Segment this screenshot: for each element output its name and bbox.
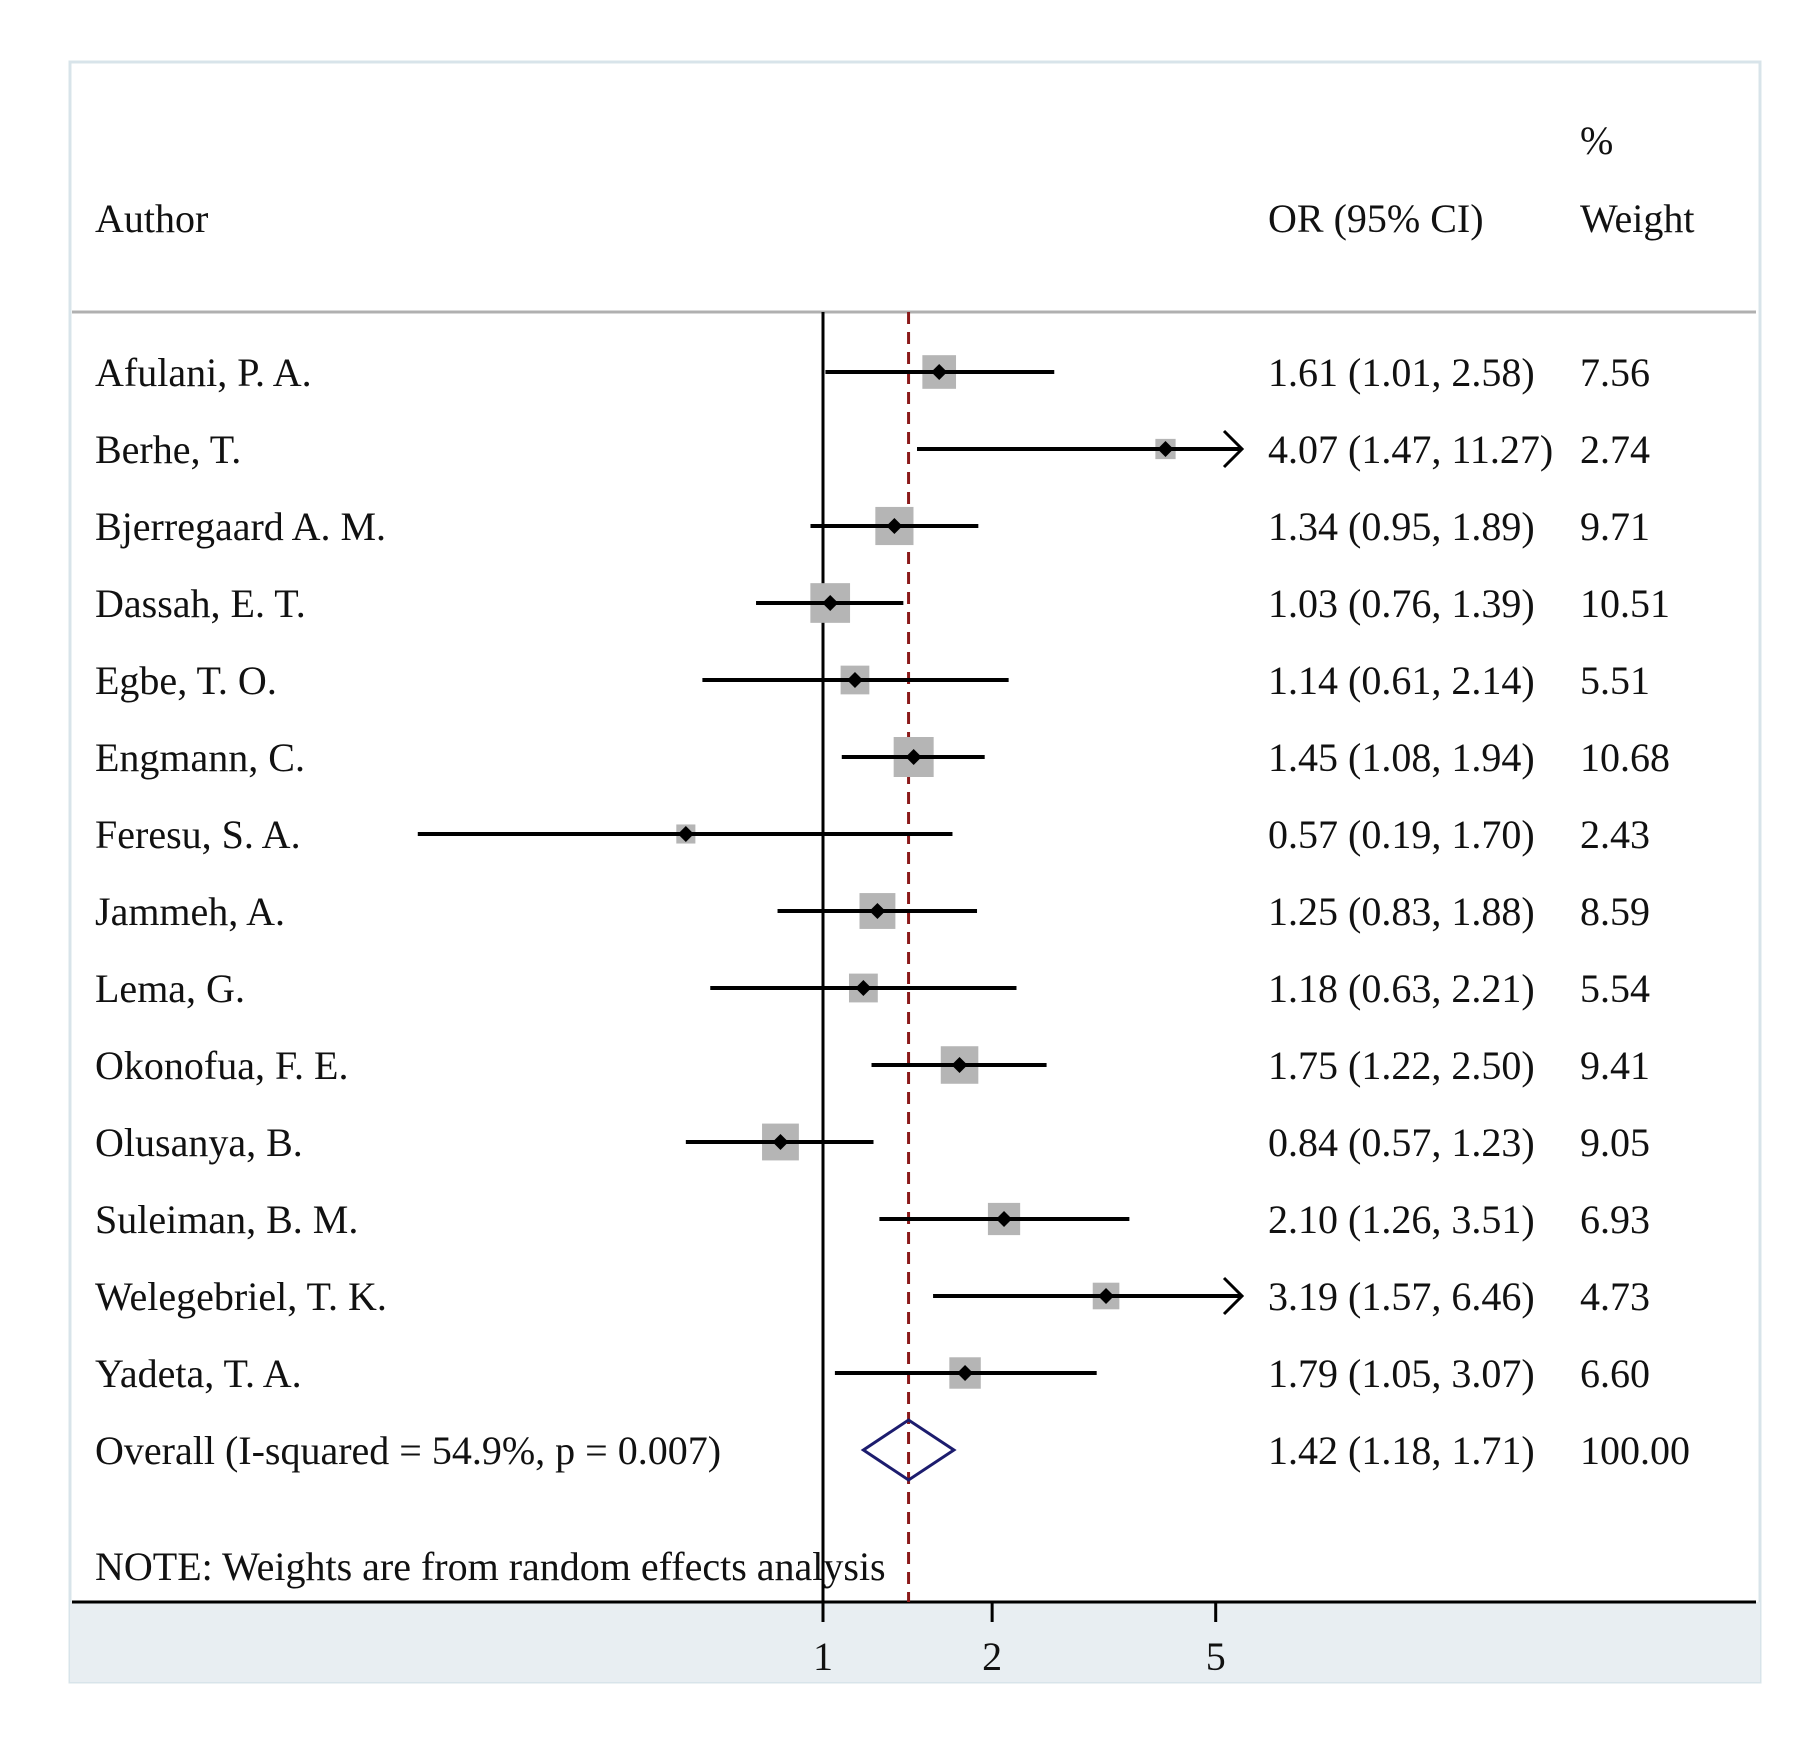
study-ci-text: 1.25 (0.83, 1.88)	[1268, 889, 1535, 934]
study-weight: 5.54	[1580, 966, 1650, 1011]
overall-weight: 100.00	[1580, 1428, 1690, 1473]
study-author-label: Bjerregaard A. M.	[95, 504, 386, 549]
study-ci-text: 3.19 (1.57, 6.46)	[1268, 1274, 1535, 1319]
study-weight: 6.93	[1580, 1197, 1650, 1242]
study-row: Olusanya, B. 0.84 (0.57, 1.23) 9.05	[95, 1120, 1650, 1165]
study-ci-text: 1.75 (1.22, 2.50)	[1268, 1043, 1535, 1088]
point-estimate	[855, 980, 872, 996]
overall-ci-text: 1.42 (1.18, 1.71)	[1268, 1428, 1535, 1473]
point-estimate	[996, 1211, 1013, 1227]
study-author-label: Lema, G.	[95, 966, 245, 1011]
study-row: Lema, G. 1.18 (0.63, 2.21) 5.54	[95, 966, 1650, 1011]
study-weight: 6.60	[1580, 1351, 1650, 1396]
study-ci-text: 0.84 (0.57, 1.23)	[1268, 1120, 1535, 1165]
header-author: Author	[95, 196, 208, 241]
study-row: Dassah, E. T. 1.03 (0.76, 1.39) 10.51	[95, 581, 1670, 626]
study-ci-text: 4.07 (1.47, 11.27)	[1268, 427, 1553, 472]
study-author-label: Feresu, S. A.	[95, 812, 301, 857]
point-estimate	[931, 364, 948, 380]
study-ci-text: 1.03 (0.76, 1.39)	[1268, 581, 1535, 626]
point-estimate	[951, 1057, 968, 1073]
point-estimate	[1098, 1288, 1115, 1304]
study-row: Yadeta, T. A. 1.79 (1.05, 3.07) 6.60	[95, 1351, 1650, 1396]
study-ci-text: 1.34 (0.95, 1.89)	[1268, 504, 1535, 549]
overall-label: Overall (I-squared = 54.9%, p = 0.007)	[95, 1428, 721, 1473]
header-or-ci: OR (95% CI)	[1268, 196, 1484, 241]
study-ci-text: 0.57 (0.19, 1.70)	[1268, 812, 1535, 857]
x-tick-label: 2	[982, 1634, 1002, 1679]
study-weight: 10.51	[1580, 581, 1670, 626]
study-weight: 9.41	[1580, 1043, 1650, 1088]
study-author-label: Suleiman, B. M.	[95, 1197, 358, 1242]
study-weight: 7.56	[1580, 350, 1650, 395]
study-ci-text: 1.18 (0.63, 2.21)	[1268, 966, 1535, 1011]
study-row: Feresu, S. A. 0.57 (0.19, 1.70) 2.43	[95, 812, 1650, 857]
study-author-label: Yadeta, T. A.	[95, 1351, 302, 1396]
study-weight: 5.51	[1580, 658, 1650, 703]
study-ci-text: 2.10 (1.26, 3.51)	[1268, 1197, 1535, 1242]
study-row: Engmann, C. 1.45 (1.08, 1.94) 10.68	[95, 735, 1670, 780]
study-weight: 2.43	[1580, 812, 1650, 857]
header-percent: %	[1580, 118, 1613, 163]
study-author-label: Okonofua, F. E.	[95, 1043, 348, 1088]
overall-diamond	[860, 1418, 957, 1482]
study-row: Okonofua, F. E. 1.75 (1.22, 2.50) 9.41	[95, 1043, 1650, 1088]
x-tick-label: 5	[1206, 1634, 1226, 1679]
study-author-label: Berhe, T.	[95, 427, 241, 472]
study-author-label: Egbe, T. O.	[95, 658, 277, 703]
study-ci-text: 1.45 (1.08, 1.94)	[1268, 735, 1535, 780]
study-ci-text: 1.61 (1.01, 2.58)	[1268, 350, 1535, 395]
study-row: Berhe, T. 4.07 (1.47, 11.27) 2.74	[95, 427, 1650, 472]
point-estimate	[846, 672, 863, 688]
study-author-label: Engmann, C.	[95, 735, 305, 780]
point-estimate	[772, 1134, 789, 1150]
study-row: Jammeh, A. 1.25 (0.83, 1.88) 8.59	[95, 889, 1650, 934]
study-weight: 4.73	[1580, 1274, 1650, 1319]
study-weight: 2.74	[1580, 427, 1650, 472]
study-author-label: Olusanya, B.	[95, 1120, 303, 1165]
study-row: Suleiman, B. M. 2.10 (1.26, 3.51) 6.93	[95, 1197, 1650, 1242]
study-row: Welegebriel, T. K. 3.19 (1.57, 6.46) 4.73	[95, 1274, 1650, 1319]
point-estimate	[905, 749, 922, 765]
study-author-label: Welegebriel, T. K.	[95, 1274, 387, 1319]
point-estimate	[1157, 441, 1174, 457]
study-row: Afulani, P. A. 1.61 (1.01, 2.58) 7.56	[95, 350, 1650, 395]
study-ci-text: 1.14 (0.61, 2.14)	[1268, 658, 1535, 703]
header-weight: Weight	[1580, 196, 1695, 241]
axis-panel	[70, 1602, 1760, 1682]
point-estimate	[869, 903, 886, 919]
point-estimate	[677, 826, 694, 842]
point-estimate	[957, 1365, 974, 1381]
point-estimate	[886, 518, 903, 534]
study-author-label: Afulani, P. A.	[95, 350, 312, 395]
study-weight: 9.71	[1580, 504, 1650, 549]
study-ci-text: 1.79 (1.05, 3.07)	[1268, 1351, 1535, 1396]
study-weight: 9.05	[1580, 1120, 1650, 1165]
study-author-label: Jammeh, A.	[95, 889, 285, 934]
x-tick-label: 1	[813, 1634, 833, 1679]
study-weight: 10.68	[1580, 735, 1670, 780]
note-text: NOTE: Weights are from random effects an…	[95, 1544, 886, 1589]
point-estimate	[822, 595, 839, 611]
ci-arrow	[1222, 429, 1245, 469]
study-weight: 8.59	[1580, 889, 1650, 934]
ci-arrow	[1222, 1276, 1245, 1316]
study-row: Bjerregaard A. M. 1.34 (0.95, 1.89) 9.71	[95, 504, 1650, 549]
study-row: Egbe, T. O. 1.14 (0.61, 2.14) 5.51	[95, 658, 1650, 703]
study-author-label: Dassah, E. T.	[95, 581, 306, 626]
plot-frame	[68, 60, 1762, 1684]
